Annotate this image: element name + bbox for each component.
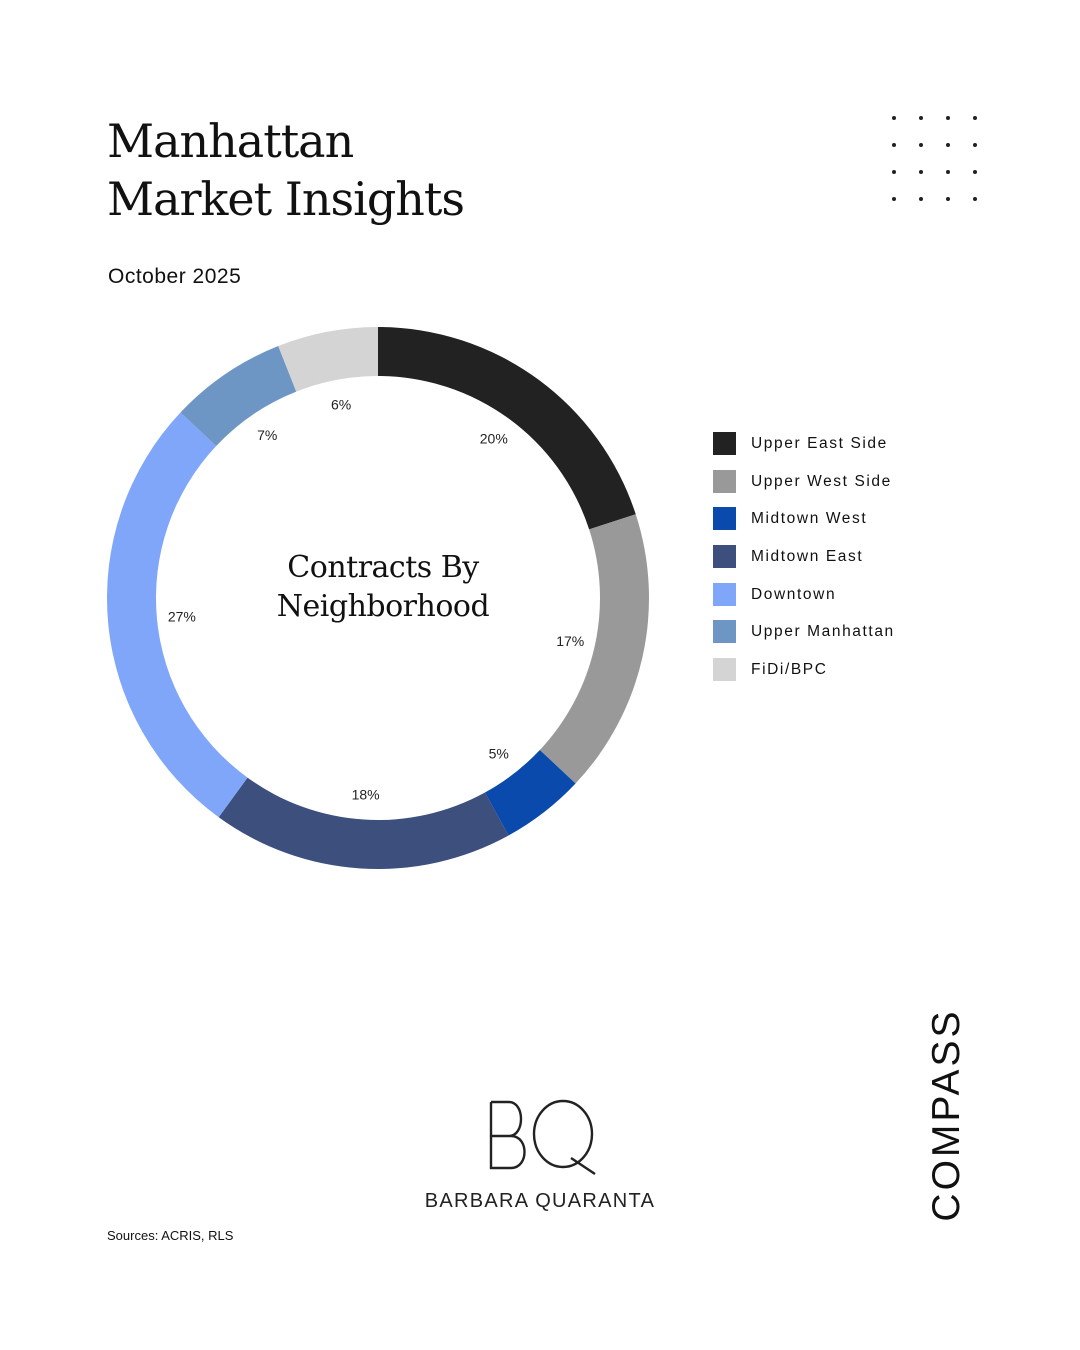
data-label-fidi-bpc: 6% [331, 396, 351, 412]
donut-data-labels: 20% 17% 5% 18% 27% 7% 6% [168, 396, 584, 802]
legend-label: Upper West Side [751, 472, 892, 490]
legend-label: Midtown East [751, 548, 864, 566]
donut-chart: 20% 17% 5% 18% 27% 7% 6% Contracts By Neighbor… [106, 327, 649, 869]
bq-monogram-logo [489, 1099, 596, 1175]
legend-label: Downtown [751, 585, 837, 603]
legend-item: Midtown West [713, 507, 895, 545]
legend-swatch [713, 620, 736, 644]
title-line-2: Market Insights [107, 172, 465, 226]
legend-label: Midtown West [751, 510, 868, 528]
legend-item: Midtown East [713, 545, 895, 583]
data-label-upper-manhattan: 7% [257, 427, 277, 443]
donut-slice-fidi-bpc [278, 327, 378, 392]
donut-slices [106, 327, 649, 869]
legend-swatch [713, 469, 736, 493]
legend-item: Upper Manhattan [713, 620, 895, 658]
donut-slice-upper-manhattan [180, 346, 297, 447]
data-label-upper-west-side: 17% [556, 633, 584, 649]
legend-label: Upper Manhattan [751, 623, 895, 641]
data-label-downtown: 27% [168, 609, 196, 625]
legend-item: FiDi/BPC [713, 658, 895, 696]
legend-item: Upper East Side [713, 432, 895, 470]
decorative-dot-grid-icon [880, 104, 980, 204]
legend-swatch [713, 507, 736, 531]
donut-slice-upper-east-side [378, 327, 636, 530]
legend-item: Upper West Side [713, 469, 895, 508]
chart-center-title-line-2: Neighborhood [277, 589, 490, 624]
donut-slice-upper-west-side [539, 514, 649, 784]
page-title: Manhattan Market Insights [107, 112, 465, 228]
data-label-upper-east-side: 20% [480, 431, 508, 447]
chart-legend: Upper East Side Upper West Side Midtown We… [713, 432, 895, 696]
legend-item: Downtown [713, 582, 895, 621]
compass-logo: COMPASS [925, 1008, 968, 1222]
title-line-1: Manhattan [107, 114, 354, 168]
donut-slice-midtown-east [218, 777, 509, 869]
chart-center-title-line-1: Contracts By [287, 550, 479, 585]
donut-slice-downtown [106, 412, 248, 818]
legend-swatch [713, 432, 736, 455]
legend-label: Upper East Side [751, 435, 888, 452]
legend-swatch [713, 545, 736, 569]
report-date: October 2025 [108, 265, 242, 288]
donut-slice-midtown-west [484, 749, 576, 836]
data-label-midtown-east: 18% [352, 787, 380, 803]
sources-note: Sources: ACRIS, RLS [107, 1228, 234, 1243]
data-label-midtown-west: 5% [489, 746, 509, 762]
legend-label: FiDi/BPC [751, 661, 828, 679]
legend-swatch [713, 582, 736, 606]
agent-name: BARBARA QUARANTA [424, 1190, 656, 1212]
legend-swatch [713, 658, 736, 682]
